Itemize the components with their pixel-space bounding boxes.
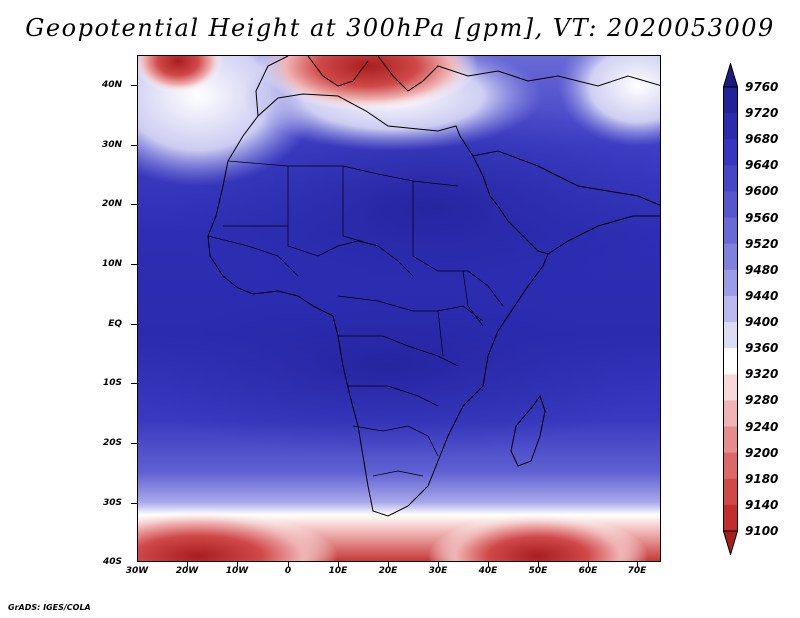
colorbar-label: 9140 [745, 497, 779, 512]
lon-label-10e: 10E [328, 566, 348, 576]
lat-tick-eq [131, 324, 137, 325]
colorbar-swatch [723, 165, 738, 192]
colorbar-swatch [723, 426, 738, 454]
lon-label-70e: 70E [627, 566, 647, 576]
lon-tick-20w [187, 562, 188, 567]
lon-label-50e: 50E [528, 566, 548, 576]
lon-tick-70e [637, 562, 638, 567]
europe-coastline [255, 56, 660, 117]
colorbar-swatch [723, 374, 738, 401]
lon-label-20w: 20W [175, 566, 199, 576]
coastlines [207, 56, 660, 517]
colorbar-label: 9680 [745, 132, 779, 147]
lat-label-20n: 20N [101, 199, 122, 209]
lat-label-30n: 30N [101, 140, 122, 150]
lat-label-10s: 10S [102, 378, 122, 388]
lat-label-40n: 40N [101, 80, 122, 90]
lon-label-30e: 30E [428, 566, 448, 576]
map-title: Geopotential Height at 300hPa [gpm], VT:… [25, 14, 775, 42]
lat-tick-10s [131, 383, 137, 384]
colorbar-swatch-bottom [723, 531, 738, 555]
ridge-northeast [558, 56, 660, 146]
colorbar-label: 9760 [745, 80, 779, 94]
lon-label-40e: 40E [478, 566, 498, 576]
colorbar-outline [723, 86, 738, 532]
africa-coastline [207, 93, 549, 517]
colorbar-swatch [723, 348, 738, 375]
colorbar-swatch [723, 269, 738, 297]
lat-label-30s: 30S [102, 498, 122, 508]
lon-tick-10w [237, 562, 238, 567]
colorbar-bottom-arrow [723, 530, 738, 555]
colorbar-swatch [723, 452, 738, 480]
lon-label-30w: 30W [125, 566, 149, 576]
grads-credit: GrADS: IGES/COLA [8, 603, 91, 612]
lon-label-10w: 10W [225, 566, 249, 576]
lat-label-40s: 40S [102, 557, 122, 567]
lat-tick-20s [131, 443, 137, 444]
colorbar-swatch [723, 400, 738, 428]
colorbar-label: 9100 [745, 524, 779, 538]
lat-label-10n: 10N [101, 259, 122, 269]
colorbar-label: 9240 [745, 419, 779, 434]
lon-tick-50e [538, 562, 539, 567]
colorbar-swatch [723, 322, 738, 349]
low-atlantic-north [138, 56, 223, 93]
colorbar-top-arrow [723, 63, 738, 88]
colorbar-label: 9600 [745, 184, 779, 199]
lon-tick-0 [288, 562, 289, 567]
lat-tick-30n [131, 145, 137, 146]
colorbar-label: 9720 [745, 106, 779, 121]
arabia-coastline [472, 150, 660, 255]
colorbar-swatch [723, 139, 738, 166]
colorbar-label: 9440 [745, 288, 779, 303]
lon-tick-20e [388, 562, 389, 567]
lat-label-20s: 20S [102, 438, 122, 448]
colorbar-label: 9520 [745, 236, 779, 251]
colorbar-label: 9280 [745, 393, 779, 408]
colorbar-swatch [723, 87, 738, 114]
colorbar-swatch [723, 191, 738, 219]
madagascar-coastline [510, 394, 546, 467]
colorbar-label: 9640 [745, 158, 779, 173]
colorbar-label: 9180 [745, 471, 779, 486]
lon-tick-40e [488, 562, 489, 567]
low-south-atlantic [138, 511, 338, 561]
lat-tick-40n [131, 85, 137, 86]
colorbar-swatch-top [723, 63, 738, 87]
colorbar-swatch [723, 478, 738, 506]
colorbar-label: 9360 [745, 341, 779, 356]
lon-label-60e: 60E [578, 566, 598, 576]
lon-tick-10e [338, 562, 339, 567]
colorbar-swatch [723, 217, 738, 245]
colorbar-label: 9480 [745, 262, 779, 277]
colorbar-swatch [723, 295, 738, 323]
colorbar-label: 9400 [745, 315, 779, 330]
lat-tick-30s [131, 503, 137, 504]
colorbar [723, 63, 738, 555]
colorbar-swatch [723, 113, 738, 140]
lat-label-eq: EQ [108, 319, 122, 329]
high-core-south [138, 276, 658, 456]
low-mediterranean [258, 56, 478, 111]
colorbar-swatch [723, 504, 738, 532]
low-south-indian [428, 514, 648, 561]
country-borders [207, 160, 504, 477]
colorbar-label: 9320 [745, 367, 779, 382]
lat-tick-20n [131, 204, 137, 205]
lon-tick-60e [588, 562, 589, 567]
lon-tick-30e [438, 562, 439, 567]
colorbar-label: 9200 [745, 445, 779, 460]
lon-label-20e: 20E [378, 566, 398, 576]
colorbar-label: 9560 [745, 210, 779, 225]
map-field [138, 56, 660, 561]
colorbar-swatch [723, 243, 738, 271]
lon-label-0: 0 [284, 566, 292, 576]
map-plot-area [137, 55, 661, 562]
lat-tick-10n [131, 264, 137, 265]
